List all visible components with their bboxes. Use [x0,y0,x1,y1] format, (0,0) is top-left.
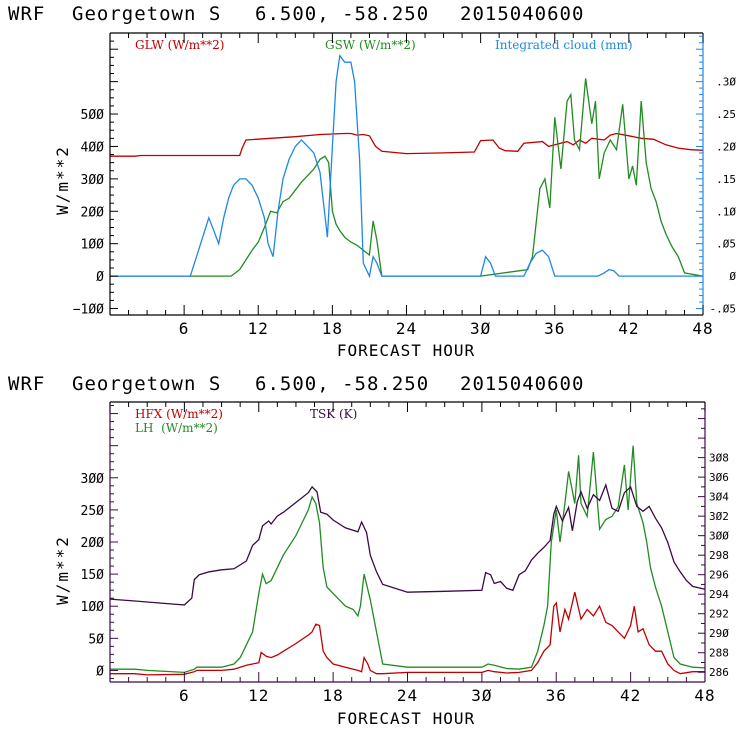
legend-tsk: TSK (K) [310,407,357,421]
y2-tick-label: -.Ø5 [710,303,737,316]
plot2-title: WRF Georgetown S 6.500, -58.250 20150406… [8,373,584,395]
title-station: Georgetown S [72,373,221,395]
y2-tick-label: .2Ø [716,140,736,153]
y-tick-label: 25Ø [81,504,105,519]
plot2-axes: 6 12 18 24 3Ø 36 42 48 Ø 5Ø 1ØØ 15Ø 2ØØ 25Ø 3ØØ 286 288 2… [81,401,729,705]
y2-tick-label: 286 [709,666,729,679]
y-tick-label: 2ØØ [81,205,105,220]
y2-tick-label: 3Ø4 [709,491,729,504]
y-tick-label: 2ØØ [81,536,105,551]
y-tick-label: 5ØØ [81,108,105,123]
y2-tick-label: .25 [716,108,736,121]
plot1-x-axis-label: FORECAST HOUR [337,341,475,360]
plot1-title: WRF Georgetown S 6.500, -58.250 20150406… [8,3,584,25]
series-line-tsk [109,482,706,606]
y2-tick-label: Ø [729,270,736,283]
y-tick-label: −1ØØ [73,303,104,318]
y2-tick-label: 29Ø [709,627,729,640]
x-tick-label: 36 [544,319,565,338]
x-tick-label: 6 [179,686,190,705]
x-tick-label: 3Ø [470,319,491,338]
series-line-glw [110,132,704,157]
y2-tick-label: .Ø5 [716,238,736,251]
legend-cloud: Integrated cloud (mm) [495,38,633,52]
title-date: 2015040600 [460,373,584,395]
y-tick-label: 5Ø [88,632,104,647]
plot1-series [110,54,704,279]
series-line-lh [110,445,706,674]
plot2-x-axis-label: FORECAST HOUR [337,709,475,728]
x-tick-label: 18 [322,686,343,705]
x-tick-label: 42 [618,319,639,338]
title-date: 2015040600 [460,3,584,25]
legend-gsw: GSW (W/m**2) [325,38,416,52]
y2-tick-label: 292 [709,608,729,621]
x-tick-label: 12 [248,686,269,705]
title-coords: 6.500, -58.250 [255,3,429,25]
y2-tick-label: .15 [716,173,736,186]
series-line-integrated [110,54,703,279]
plot2-series [109,445,706,676]
y2-tick-label: 3Ø8 [709,452,729,465]
legend-hfx: HFX (W/m**2) [135,407,223,421]
title-coords: 6.500, -58.250 [255,373,429,395]
x-tick-label: 12 [248,319,269,338]
y-tick-label: 3ØØ [81,173,105,188]
plot1-y-axis-label: W/m**2 [53,145,72,215]
x-tick-label: 3Ø [471,686,492,705]
y-tick-label: 4ØØ [81,140,105,155]
radiation-cloud-plot: WRF Georgetown S 6.500, -58.250 20150406… [8,3,736,360]
x-tick-label: 18 [322,319,343,338]
flux-tsk-plot: WRF Georgetown S 6.500, -58.250 20150406… [8,373,729,728]
x-tick-label: 6 [179,319,190,338]
y2-tick-label: 3ØØ [709,530,729,543]
series-line-hfx [110,591,705,676]
y2-tick-label: .3Ø [716,76,736,89]
y2-tick-label: 3Ø2 [709,510,729,523]
plot1-axes: 6 12 18 24 3Ø 36 42 48 −1ØØ Ø 1ØØ 2ØØ 3ØØ 4ØØ 5ØØ -.Ø5 Ø… [73,32,737,338]
x-tick-label: 48 [694,686,715,705]
y-tick-label: 1ØØ [81,600,105,615]
y2-tick-label: 294 [709,588,729,601]
y2-tick-label: 298 [709,549,729,562]
y2-tick-label: 288 [709,647,729,660]
y-tick-label: 3ØØ [81,472,105,487]
y-tick-label: 15Ø [81,568,105,583]
x-tick-label: 48 [692,319,713,338]
plot2-y-axis-label: W/m**2 [53,535,72,605]
legend-glw: GLW (W/m**2) [135,38,224,52]
x-tick-label: 42 [620,686,641,705]
y-tick-label: Ø [96,664,104,679]
y2-tick-label: .1Ø [716,205,736,218]
x-tick-label: 24 [397,686,418,705]
y2-tick-label: 3Ø6 [709,471,729,484]
y-tick-label: 1ØØ [81,238,105,253]
title-model: WRF [8,3,45,25]
y-tick-label: Ø [96,270,104,285]
legend-lh: LH (W/m**2) [135,421,218,435]
y2-tick-label: 296 [709,569,729,582]
x-tick-label: 36 [546,686,567,705]
series-line-gsw [110,78,704,277]
x-tick-label: 24 [396,319,417,338]
title-model: WRF [8,373,45,395]
title-station: Georgetown S [72,3,221,25]
